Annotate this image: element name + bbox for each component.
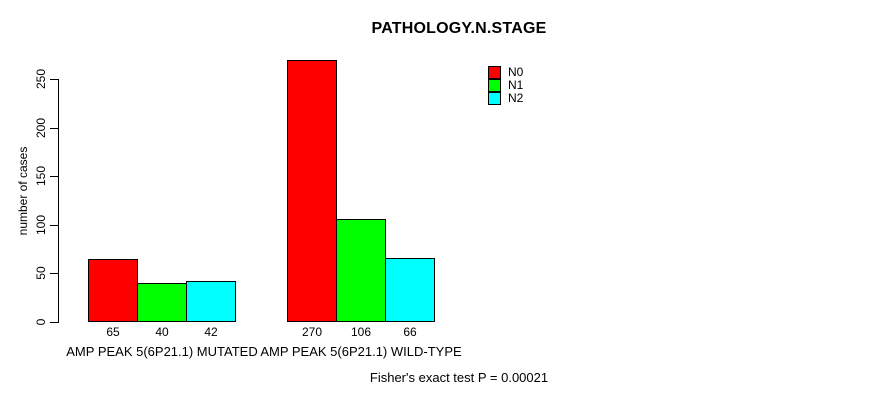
bar-value-label: 40 bbox=[155, 325, 169, 339]
legend: N0 N1 N2 bbox=[488, 66, 523, 105]
y-axis-line bbox=[58, 79, 59, 323]
legend-label: N0 bbox=[508, 65, 524, 79]
bar-n0-group2 bbox=[287, 60, 337, 322]
chart-title: PATHOLOGY.N.STAGE bbox=[371, 20, 547, 37]
bar-n2-group2 bbox=[385, 258, 435, 322]
legend-row: N1 bbox=[488, 79, 523, 92]
y-axis-tick-label: 150 bbox=[34, 165, 48, 187]
legend-row: N2 bbox=[488, 92, 523, 105]
legend-swatch-n1 bbox=[488, 79, 501, 92]
y-axis-tick bbox=[50, 322, 58, 323]
bar-value-label: 42 bbox=[204, 325, 218, 339]
stat-annotation: Fisher's exact test P = 0.00021 bbox=[369, 370, 549, 385]
bar-value-label: 66 bbox=[403, 325, 417, 339]
y-axis-tick-label: 250 bbox=[34, 68, 48, 90]
y-axis-tick bbox=[50, 273, 58, 274]
bar-value-label: 270 bbox=[301, 325, 323, 339]
y-axis-tick bbox=[50, 79, 58, 80]
bar-n1-group1 bbox=[137, 283, 187, 322]
bar-value-label: 65 bbox=[106, 325, 120, 339]
y-axis-tick bbox=[50, 128, 58, 129]
legend-swatch-n0 bbox=[488, 66, 501, 79]
y-axis-tick-label: 100 bbox=[34, 214, 48, 236]
y-axis-tick-label: 50 bbox=[34, 266, 48, 280]
y-axis-tick bbox=[50, 176, 58, 177]
legend-label: N1 bbox=[508, 78, 524, 92]
x-axis-category-label: AMP PEAK 5(6P21.1) WILD-TYPE bbox=[260, 344, 462, 359]
y-axis-tick-label: 200 bbox=[34, 117, 48, 139]
bar-n2-group1 bbox=[186, 281, 236, 322]
bar-value-label: 106 bbox=[350, 325, 372, 339]
bar-n0-group1 bbox=[88, 259, 138, 322]
legend-swatch-n2 bbox=[488, 92, 501, 105]
bar-n1-group2 bbox=[336, 219, 386, 322]
legend-label: N2 bbox=[508, 91, 524, 105]
legend-row: N0 bbox=[488, 66, 523, 79]
y-axis-tick-label: 0 bbox=[34, 318, 48, 326]
x-axis-category-label: AMP PEAK 5(6P21.1) MUTATED bbox=[66, 344, 258, 359]
y-axis-tick bbox=[50, 225, 58, 226]
